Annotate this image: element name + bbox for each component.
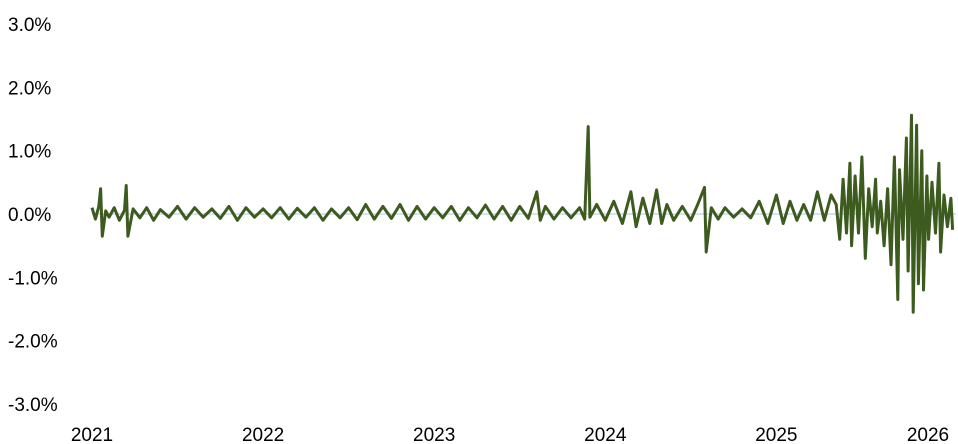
x-tick-label: 2022 xyxy=(242,425,284,444)
x-tick-label: 2024 xyxy=(584,425,627,444)
y-tick-labels: 3.0% 2.0% 1.0% 0.0% -1.0% -2.0% -3.0% xyxy=(8,15,58,416)
y-tick-label: -2.0% xyxy=(8,332,58,353)
y-tick-label: 0.0% xyxy=(8,205,51,226)
x-tick-label: 2026 xyxy=(907,425,949,444)
x-tick-labels: 2021 2022 2023 2024 2025 2026 xyxy=(71,425,949,444)
series-line xyxy=(90,113,955,314)
x-tick-label: 2025 xyxy=(755,425,797,444)
y-tick-label: -3.0% xyxy=(8,395,58,416)
y-tick-label: -1.0% xyxy=(8,268,58,289)
y-tick-label: 2.0% xyxy=(8,78,51,99)
x-tick-label: 2023 xyxy=(413,425,455,444)
x-tick-label: 2021 xyxy=(71,425,113,444)
y-tick-label: 1.0% xyxy=(8,142,51,163)
y-tick-label: 3.0% xyxy=(8,15,51,36)
